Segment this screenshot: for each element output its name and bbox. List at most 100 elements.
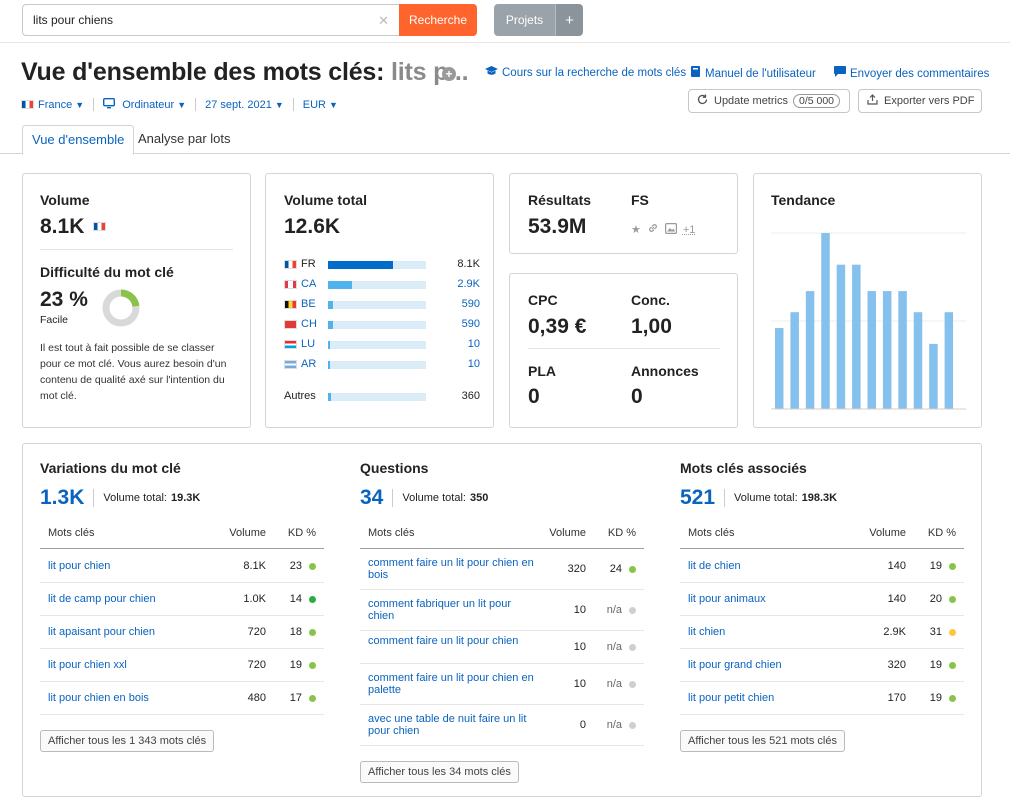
- keyword-link[interactable]: comment fabriquer un lit pour chien: [368, 597, 512, 622]
- table-row: lit pour chien xxl 720 19: [40, 649, 324, 682]
- link-icon: [647, 222, 659, 237]
- country-volume[interactable]: 590: [461, 298, 480, 310]
- keyword-difficulty: 18: [289, 625, 302, 638]
- trend-bar: [836, 264, 846, 409]
- difficulty-dot: [949, 694, 956, 702]
- update-metrics-button[interactable]: Update metrics 0/5 000: [688, 89, 850, 113]
- filters-bar: France ▼ Ordinateur ▼ 27 sept. 2021 ▼ EUR ▼: [21, 97, 338, 111]
- table-header-line: [360, 548, 644, 549]
- competition-label: Conc.: [631, 292, 670, 308]
- device-filter[interactable]: Ordinateur ▼: [103, 97, 187, 111]
- country-code: AR: [301, 358, 317, 370]
- column-header-volume[interactable]: Volume: [549, 527, 586, 539]
- add-project-button[interactable]: +: [555, 4, 583, 36]
- keyword-link[interactable]: lit pour chien en bois: [48, 691, 149, 704]
- keyword-link[interactable]: lit pour animaux: [688, 592, 766, 605]
- search-value: lits pour chiens: [33, 13, 114, 27]
- fs-more[interactable]: +1: [682, 223, 696, 236]
- keyword-link[interactable]: comment faire un lit pour chien en palet…: [368, 671, 534, 696]
- keyword-link[interactable]: lit chien: [688, 625, 726, 638]
- keyword-volume: 10: [573, 640, 586, 653]
- column-header-volume[interactable]: Volume: [869, 527, 906, 539]
- keyword-link[interactable]: lit pour petit chien: [688, 691, 775, 704]
- column-header-kd[interactable]: KD %: [607, 527, 636, 539]
- country-code: CA: [301, 278, 317, 290]
- difficulty-dot: [309, 562, 316, 570]
- questions-count[interactable]: 34: [360, 486, 384, 509]
- keyword-link[interactable]: avec une table de nuit faire un lit pour…: [368, 712, 527, 737]
- currency-filter[interactable]: EUR ▼: [302, 98, 338, 111]
- country-row[interactable]: LU 10: [284, 338, 480, 352]
- keyword-link[interactable]: lit de chien: [688, 559, 741, 572]
- date-filter[interactable]: 27 sept. 2021 ▼: [205, 98, 284, 111]
- keyword-link[interactable]: comment faire un lit pour chien en bois: [368, 557, 534, 581]
- course-link[interactable]: Cours sur la recherche de mots clés: [485, 66, 686, 79]
- ads-label: Annonces: [631, 363, 699, 379]
- feedback-link[interactable]: Envoyer des commentaires: [834, 66, 989, 80]
- country-volume[interactable]: 10: [467, 338, 480, 350]
- keyword-difficulty: 24: [609, 563, 622, 575]
- tab-overview[interactable]: Vue d'ensemble: [22, 125, 135, 155]
- related-count[interactable]: 521: [680, 486, 716, 509]
- country-row[interactable]: CH 590: [284, 318, 480, 332]
- table-row: lit de chien 140 19: [680, 550, 964, 583]
- keyword-link[interactable]: lit apaisant pour chien: [48, 625, 156, 638]
- trend-bar: [898, 291, 907, 409]
- difficulty-dot: [949, 595, 956, 603]
- country-row[interactable]: CA 2.9K: [284, 278, 480, 292]
- volume-title: Volume: [40, 192, 90, 208]
- search-button[interactable]: Recherche: [399, 4, 477, 36]
- column-header-kd[interactable]: KD %: [927, 527, 956, 539]
- keyword-link[interactable]: lit pour chien xxl: [48, 658, 127, 671]
- volume-bar: [328, 321, 426, 329]
- search-input[interactable]: lits pour chiens ✕: [22, 4, 400, 36]
- add-keyword-icon[interactable]: +: [442, 67, 456, 81]
- country-volume[interactable]: 10: [467, 358, 480, 370]
- country-volume[interactable]: 2.9K: [457, 278, 480, 290]
- related-show-all-button[interactable]: Afficher tous les 521 mots clés: [680, 730, 845, 752]
- country-filter[interactable]: France ▼: [21, 99, 84, 111]
- variations-count[interactable]: 1.3K: [40, 486, 85, 509]
- questions-title: Questions: [360, 460, 429, 476]
- variations-title: Variations du mot clé: [40, 460, 181, 476]
- trend-title: Tendance: [771, 192, 836, 208]
- keyword-difficulty: 19: [929, 559, 942, 572]
- tab-batch-analysis[interactable]: Analyse par lots: [138, 131, 231, 146]
- chevron-down-icon: ▼: [177, 100, 187, 110]
- variations-show-all-button[interactable]: Afficher tous les 1 343 mots clés: [40, 730, 215, 752]
- country-code: LU: [301, 338, 316, 350]
- volume-bar-fill: [328, 281, 352, 289]
- country-row[interactable]: AR 10: [284, 358, 480, 372]
- difficulty-dot: [629, 606, 636, 614]
- country-volume[interactable]: 590: [461, 318, 480, 330]
- clear-icon[interactable]: ✕: [378, 13, 389, 28]
- export-pdf-button[interactable]: Exporter vers PDF: [858, 89, 982, 113]
- trend-bar: [852, 264, 861, 409]
- manual-link[interactable]: Manuel de l'utilisateur: [691, 66, 816, 80]
- column-header-keywords: Mots clés: [368, 527, 415, 539]
- questions-show-all-button[interactable]: Afficher tous les 34 mots clés: [360, 761, 519, 783]
- divider: [724, 489, 726, 507]
- table-row: comment faire un lit pour chien 10 n/a: [360, 631, 644, 664]
- projects-button[interactable]: Projets: [494, 4, 555, 36]
- keyword-volume: 10: [573, 603, 586, 616]
- difficulty-dot: [309, 694, 316, 702]
- variations-summary: 1.3K Volume total: 19.3K: [40, 486, 200, 510]
- keyword-link[interactable]: comment faire un lit pour chien: [368, 634, 519, 647]
- page-title-prefix: Vue d'ensemble des mots clés:: [21, 58, 385, 86]
- keyword-link[interactable]: lit de camp pour chien: [48, 592, 156, 605]
- book-icon: [691, 66, 701, 80]
- country-row[interactable]: BE 590: [284, 298, 480, 312]
- keyword-link[interactable]: lit pour grand chien: [688, 658, 782, 671]
- keyword-volume: 0: [579, 718, 586, 731]
- page-title-keyword: lits p...: [391, 58, 469, 86]
- trend-bar: [929, 343, 938, 409]
- upload-icon: [867, 94, 878, 108]
- total-volume: Volume total: 350: [402, 492, 488, 504]
- total-volume: Volume total: 198.3K: [734, 492, 837, 504]
- table-row: lit pour chien 8.1K 23: [40, 550, 324, 583]
- trend-chart: [771, 232, 966, 410]
- column-header-kd[interactable]: KD %: [287, 527, 316, 539]
- keyword-link[interactable]: lit pour chien: [48, 559, 111, 572]
- column-header-volume[interactable]: Volume: [229, 527, 266, 539]
